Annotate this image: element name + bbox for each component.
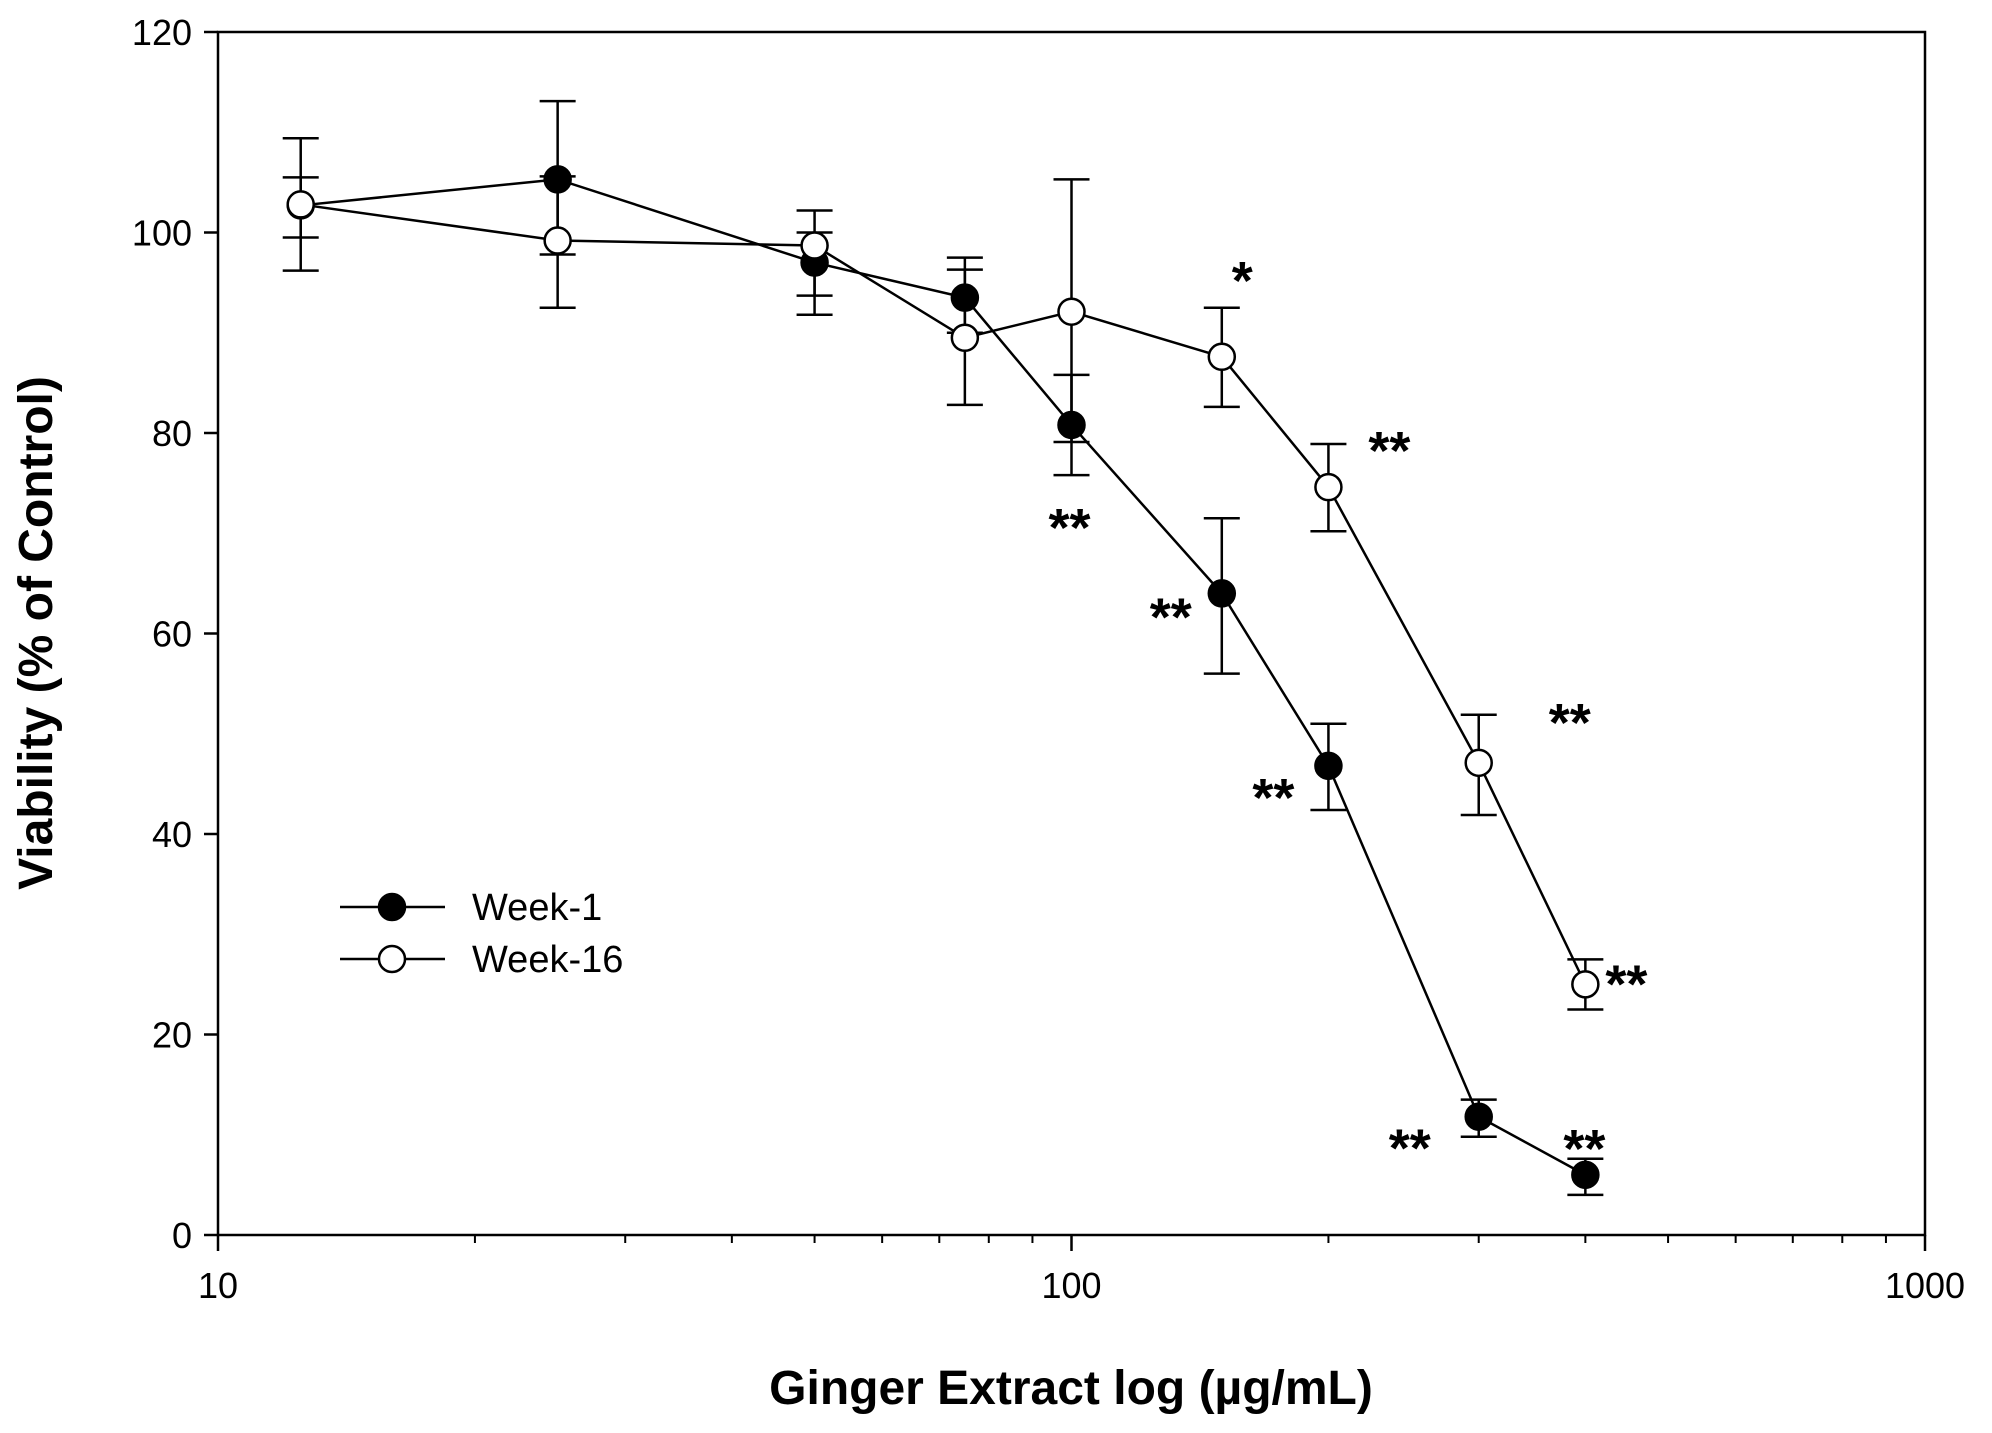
significance-mark: ** [1389, 1119, 1431, 1179]
data-point [1057, 297, 1086, 326]
legend-label: Week-1 [472, 887, 602, 929]
data-point [1314, 472, 1343, 502]
x-axis-title: Ginger Extract log (µg/mL) [769, 1362, 1373, 1415]
significance-mark: ** [1549, 693, 1591, 753]
significance-mark: ** [1252, 768, 1294, 828]
series-layer [282, 99, 1604, 1197]
y-axis-title: Viability (% of Control) [10, 376, 63, 890]
significance-mark: ** [1150, 587, 1192, 647]
y-tick-label: 0 [172, 1215, 192, 1256]
data-point [1207, 342, 1237, 372]
data-point [950, 323, 980, 353]
y-axis: 0 20 40 60 80 100 120 [132, 12, 218, 1256]
data-point [1571, 1160, 1600, 1190]
data-point [1314, 751, 1343, 781]
series-line [300, 203, 1587, 985]
significance-mark: ** [1368, 421, 1410, 481]
x-tick-label: 10 [198, 1265, 238, 1306]
significance-mark: ** [1563, 1119, 1605, 1179]
data-point [1571, 970, 1600, 999]
series-line [300, 178, 1586, 1176]
series-week-1 [282, 99, 1604, 1197]
data-point [800, 231, 829, 260]
legend: Week-1 Week-16 [340, 887, 623, 981]
significance-mark: ** [1605, 954, 1647, 1014]
y-tick-label: 40 [152, 814, 192, 855]
y-tick-label: 120 [132, 12, 192, 53]
legend-marker [377, 892, 407, 922]
series-week-16 [282, 137, 1604, 1011]
significance-mark: * [1232, 251, 1253, 311]
y-tick-label: 20 [152, 1015, 192, 1056]
x-tick-label: 1000 [1885, 1265, 1965, 1306]
data-point [1207, 579, 1237, 608]
data-point [543, 226, 572, 255]
x-axis: 10 100 1000 [198, 1235, 1965, 1306]
legend-marker [377, 944, 407, 974]
y-tick-label: 60 [152, 614, 192, 655]
y-tick-label: 100 [132, 213, 192, 254]
data-point [1464, 1102, 1493, 1131]
y-tick-label: 80 [152, 413, 192, 454]
significance-annotations: ******** ********* [1048, 251, 1647, 1179]
significance-mark: ** [1048, 498, 1090, 558]
data-point [286, 190, 315, 219]
legend-label: Week-16 [472, 939, 623, 981]
data-point [1464, 748, 1493, 778]
x-tick-label: 100 [1041, 1265, 1101, 1306]
